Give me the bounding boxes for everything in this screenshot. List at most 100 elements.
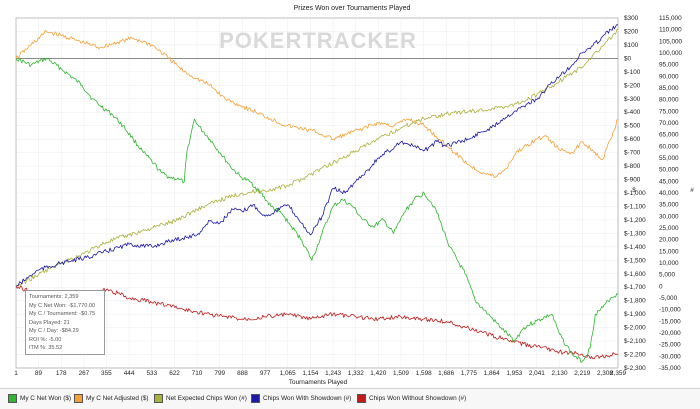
legend: My C Net Won ($) My C Net Adjusted ($) N… [0, 388, 700, 409]
left-tick-label: $-500 [624, 123, 641, 130]
right-tick-label: 40,000 [659, 190, 679, 197]
legend-swatch [251, 394, 260, 403]
left-tick-label: $-1,700 [624, 284, 646, 291]
right-tick-label: 30,000 [659, 213, 679, 220]
right-tick-label: 115,000 [659, 15, 682, 22]
summary-box: Tournaments: 2,359 My C Net Won: -$1,770… [25, 290, 105, 355]
left-tick-label: $-600 [624, 136, 641, 143]
pokertracker-watermark: POKERTRACKER [219, 28, 417, 53]
right-tick-label: 75,000 [659, 108, 679, 115]
x-tick-label: 888 [237, 370, 248, 377]
right-tick-label: -5,000 [659, 295, 678, 302]
x-tick-label: 1,065 [280, 370, 296, 377]
series-line [15, 29, 619, 179]
left-tick-label: $-1,500 [624, 257, 646, 264]
summary-line: My C Net Won: -$1,770.00 [29, 302, 96, 309]
right-tick-label: 50,000 [659, 167, 679, 174]
summary-line: Tournaments: 2,359 [29, 294, 79, 300]
left-tick-label: $-1,100 [624, 203, 646, 210]
right-tick-label: -15,000 [659, 318, 681, 325]
right-tick-label: 20,000 [659, 237, 679, 244]
left-tick-label: $-2,100 [624, 338, 646, 345]
summary-line: ITM %: 35.52 [29, 345, 63, 351]
right-tick-label: 100,000 [659, 50, 683, 57]
left-tick-label: $-900 [624, 177, 641, 184]
x-tick-label: 1,775 [461, 370, 477, 377]
right-tick-label: 90,000 [659, 73, 679, 80]
left-tick-label: $0 [624, 55, 632, 62]
right-tick-label: 95,000 [659, 62, 679, 69]
x-tick-label: 2,219 [574, 370, 590, 377]
x-tick-label: 533 [146, 370, 157, 377]
x-tick-label: 1,332 [348, 370, 364, 377]
x-tick-label: 1,154 [302, 370, 318, 377]
left-tick-label: $300 [624, 15, 639, 22]
left-axis-unit-label: $ [632, 187, 636, 194]
left-tick-label: $-1,000 [624, 190, 646, 197]
x-tick-label: 2,041 [529, 370, 545, 377]
x-tick-label: 710 [192, 370, 203, 377]
x-tick-label: 178 [56, 370, 67, 377]
left-tick-label: $-1,300 [624, 230, 646, 237]
x-axis-label: Tournaments Played [289, 379, 348, 386]
summary-line: Days Played: 21 [29, 319, 70, 326]
legend-item-without-showdown[interactable]: Chips Won Without Showdown (#) [357, 394, 466, 403]
right-tick-label: 80,000 [659, 97, 679, 104]
legend-label: Net Expected Chips Won (#) [166, 395, 247, 402]
legend-item-net-won[interactable]: My C Net Won ($) [8, 394, 71, 403]
x-tick-label: 89 [35, 370, 43, 377]
left-tick-label: $-2,200 [624, 352, 646, 359]
series-line [15, 57, 619, 363]
right-axis: 115,000 110,000 105,000 100,000 95,000 90,000… [659, 15, 683, 372]
right-tick-label: 15,000 [659, 248, 679, 255]
x-tick-label: 1,864 [484, 370, 500, 377]
right-tick-label: 60,000 [659, 143, 679, 150]
left-tick-label: $-200 [624, 82, 641, 89]
left-tick-label: $100 [624, 42, 639, 49]
left-tick-label: $-400 [624, 109, 641, 116]
left-tick-label: $-2,000 [624, 325, 646, 332]
x-tick-label: 1,420 [370, 370, 386, 377]
summary-line: My C / Day: -$84.29 [29, 328, 79, 334]
legend-label: My C Net Won ($) [20, 395, 72, 402]
grid [15, 17, 619, 369]
left-tick-label: $-1,800 [624, 298, 646, 305]
x-tick-label: 1,509 [393, 370, 409, 377]
right-tick-label: 35,000 [659, 202, 679, 209]
left-tick-label: $-2,300 [624, 365, 646, 372]
legend-swatch [74, 394, 83, 403]
plot-area [15, 17, 619, 369]
right-tick-label: -25,000 [659, 342, 681, 349]
summary-line: ROI %: -5.00 [29, 336, 62, 343]
legend-swatch [357, 394, 366, 403]
left-tick-label: $-1,900 [624, 311, 646, 318]
left-tick-label: $-1,400 [624, 244, 646, 251]
x-tick-label: 1,598 [416, 370, 432, 377]
left-tick-label: $200 [624, 28, 639, 35]
legend-item-with-showdown[interactable]: Chips Won With Showdown (#) [251, 394, 351, 403]
chart-title: Prizes Won over Tournaments Played [294, 5, 411, 12]
left-tick-label: $-300 [624, 96, 641, 103]
left-tick-label: $-1,600 [624, 271, 646, 278]
right-axis-unit-label: # [690, 187, 694, 194]
right-tick-label: 65,000 [659, 132, 679, 139]
right-tick-label: 5,000 [659, 272, 675, 279]
legend-item-net-adjusted[interactable]: My C Net Adjusted ($) [74, 394, 149, 403]
right-tick-label: 105,000 [659, 38, 683, 45]
right-tick-label: 70,000 [659, 120, 679, 127]
left-tick-label: $-100 [624, 69, 641, 76]
legend-swatch [154, 394, 163, 403]
left-tick-label: $-700 [624, 150, 641, 157]
x-tick-label: 1,953 [506, 370, 522, 377]
series-layer [15, 24, 619, 363]
x-tick-label: 799 [214, 370, 225, 377]
x-tick-label: 355 [101, 370, 112, 377]
x-tick-label: 977 [260, 370, 271, 377]
series-line [15, 285, 619, 360]
x-tick-label: 267 [79, 370, 90, 377]
right-tick-label: 55,000 [659, 155, 679, 162]
right-tick-label: 85,000 [659, 85, 679, 92]
right-tick-label: 45,000 [659, 178, 679, 185]
right-tick-label: -10,000 [659, 307, 681, 314]
legend-item-expected-chips[interactable]: Net Expected Chips Won (#) [154, 394, 247, 403]
